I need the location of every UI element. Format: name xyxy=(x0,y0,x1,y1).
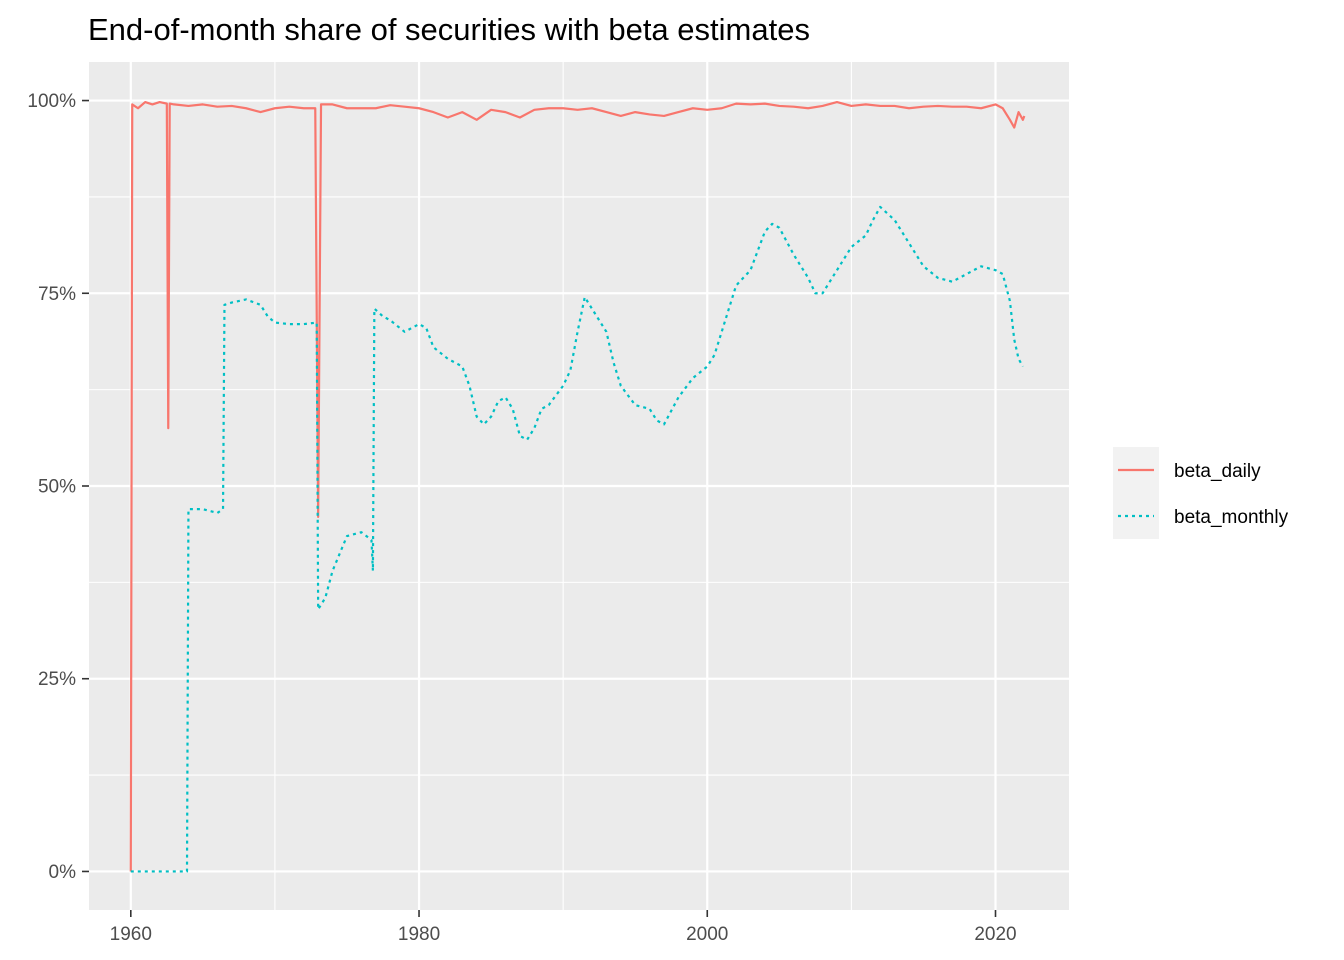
y-tick-label: 0% xyxy=(49,862,77,883)
legend: beta_daily beta_monthly xyxy=(1113,447,1289,539)
y-tick-label: 100% xyxy=(27,91,76,112)
series-line-beta-monthly xyxy=(130,205,1024,873)
chart-title: End-of-month share of securities with be… xyxy=(88,12,810,47)
x-tick-label: 1980 xyxy=(398,924,440,945)
legend-key-background xyxy=(1113,447,1159,539)
x-tick-label: 2000 xyxy=(686,924,728,945)
x-axis: 1960 1980 2000 2020 xyxy=(110,910,1017,945)
series-layer xyxy=(129,100,1026,873)
y-tick-label: 25% xyxy=(38,669,76,690)
y-tick-label: 75% xyxy=(38,284,76,305)
legend-label-beta-monthly: beta_monthly xyxy=(1174,507,1289,528)
series-line-beta-daily xyxy=(129,100,1026,872)
y-tick-label: 50% xyxy=(38,477,76,498)
x-tick-label: 1960 xyxy=(110,924,152,945)
legend-label-beta-daily: beta_daily xyxy=(1174,461,1261,482)
major-gridlines xyxy=(89,62,1069,910)
x-tick-label: 2020 xyxy=(974,924,1016,945)
y-axis: 0% 25% 50% 75% 100% xyxy=(27,91,89,883)
